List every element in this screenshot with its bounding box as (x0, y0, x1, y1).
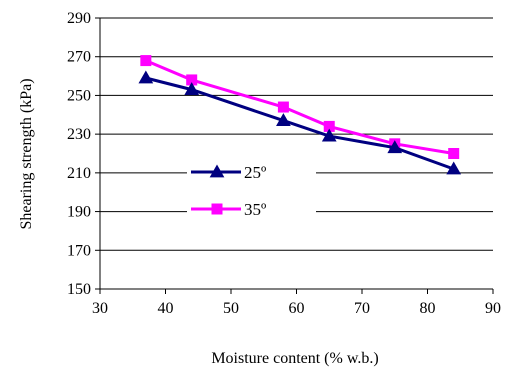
axes (95, 17, 494, 294)
legend-label: 25º (244, 163, 266, 182)
data-point (321, 128, 337, 142)
series-line (145, 59, 454, 155)
legend: 25º 35º (187, 158, 316, 222)
data-point (277, 101, 289, 113)
y-tick-label: 290 (67, 10, 91, 27)
data-point (140, 55, 152, 67)
series-square (140, 55, 460, 159)
legend-label: 35º (244, 200, 266, 219)
data-point (448, 148, 460, 159)
y-axis-title: Shearing strength (kPa) (18, 78, 35, 229)
y-tick-label: 250 (67, 87, 91, 104)
data-point (446, 161, 462, 175)
data-point (276, 113, 291, 126)
y-tick-label: 230 (67, 126, 91, 143)
x-tick-label: 70 (354, 300, 370, 317)
y-tick-label: 170 (67, 242, 91, 259)
x-axis-title: Moisture content (% w.b.) (211, 350, 378, 367)
x-tick-label: 50 (223, 300, 239, 317)
y-tick-label: 210 (67, 165, 91, 182)
series-triangle (138, 70, 462, 175)
legend-swatch-marker (209, 164, 225, 178)
series-line (145, 76, 455, 171)
y-tick-label: 270 (67, 49, 91, 66)
data-point (184, 82, 200, 95)
legend-box (187, 158, 316, 222)
gridlines (100, 17, 493, 290)
data-point (138, 70, 154, 84)
tick-labels: 150 170 190 210 230 250 270 290 30 40 50 60 70 80 90 (67, 10, 501, 317)
x-tick-label: 60 (289, 300, 305, 317)
x-tick-label: 40 (158, 300, 174, 317)
x-tick-label: 90 (485, 300, 501, 317)
y-tick-label: 190 (67, 204, 91, 221)
y-tick-label: 150 (67, 281, 91, 298)
legend-swatch-marker (211, 203, 223, 215)
x-tick-label: 80 (420, 300, 436, 317)
data-point (387, 140, 403, 154)
x-tick-label: 30 (92, 300, 108, 317)
series-group (138, 55, 462, 175)
